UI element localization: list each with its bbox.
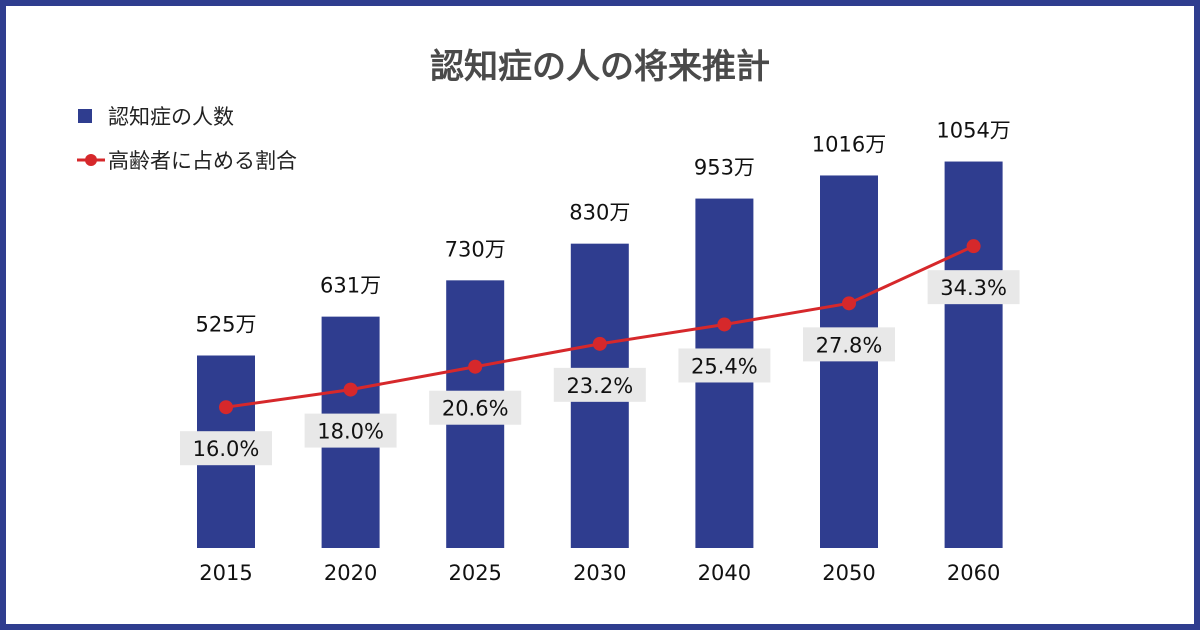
legend-bar-label: 認知症の人数 bbox=[108, 105, 234, 129]
bar-value-label-2030: 830万 bbox=[569, 201, 630, 225]
bar-value-label-2050: 1016万 bbox=[812, 132, 886, 156]
pct-label-bg-2060 bbox=[927, 270, 1020, 305]
pct-label-bg-2040 bbox=[678, 348, 771, 383]
line-point-2015 bbox=[219, 400, 233, 415]
bar-value-label-2025: 730万 bbox=[445, 237, 506, 261]
pct-label-bg-2015 bbox=[180, 431, 272, 466]
x-tick-label-2015: 2015 bbox=[199, 561, 252, 585]
legend-bar-swatch bbox=[78, 109, 92, 123]
line-point-2030 bbox=[592, 336, 607, 351]
legend-line-marker bbox=[85, 154, 97, 166]
line-point-2020 bbox=[343, 382, 358, 397]
pct-label-2015: 16.0% bbox=[193, 437, 260, 461]
pct-label-2060: 34.3% bbox=[940, 276, 1007, 300]
bar-value-label-2040: 953万 bbox=[694, 156, 755, 180]
legend: 認知症の人数 高齢者に占める割合 bbox=[77, 105, 297, 173]
bar-2060 bbox=[944, 161, 1003, 549]
pct-label-2030: 23.2% bbox=[566, 374, 633, 398]
pct-label-bg-2050 bbox=[803, 327, 895, 362]
x-tick-label-2030: 2030 bbox=[573, 561, 626, 585]
pct-label-bg-2030 bbox=[553, 367, 646, 402]
x-tick-label-2040: 2040 bbox=[698, 561, 751, 585]
x-tick-label-2025: 2025 bbox=[448, 561, 501, 585]
line-point-2025 bbox=[468, 359, 483, 374]
pct-label-2025: 20.6% bbox=[442, 397, 509, 421]
x-tick-label-2060: 2060 bbox=[947, 561, 1000, 585]
pct-label-bg-2020 bbox=[304, 413, 397, 448]
bar-value-label-2020: 631万 bbox=[320, 274, 381, 298]
pct-label-bg-2025 bbox=[429, 390, 522, 425]
x-tick-label-2050: 2050 bbox=[822, 561, 875, 585]
pct-label-2040: 25.4% bbox=[691, 354, 758, 378]
chart-title: 認知症の人の将来推計 bbox=[430, 47, 770, 87]
x-tick-label-2020: 2020 bbox=[324, 561, 377, 585]
bar-value-label-2015: 525万 bbox=[195, 313, 256, 337]
pct-label-2020: 18.0% bbox=[317, 420, 384, 444]
pct-label-2050: 27.8% bbox=[816, 333, 883, 357]
line-point-2040 bbox=[717, 317, 732, 332]
bar-value-label-2060: 1054万 bbox=[936, 119, 1010, 143]
line-point-2050 bbox=[842, 296, 856, 311]
line-point-2060 bbox=[966, 239, 981, 254]
legend-line-label: 高齢者に占める割合 bbox=[108, 149, 297, 173]
bar-2050 bbox=[820, 175, 878, 548]
